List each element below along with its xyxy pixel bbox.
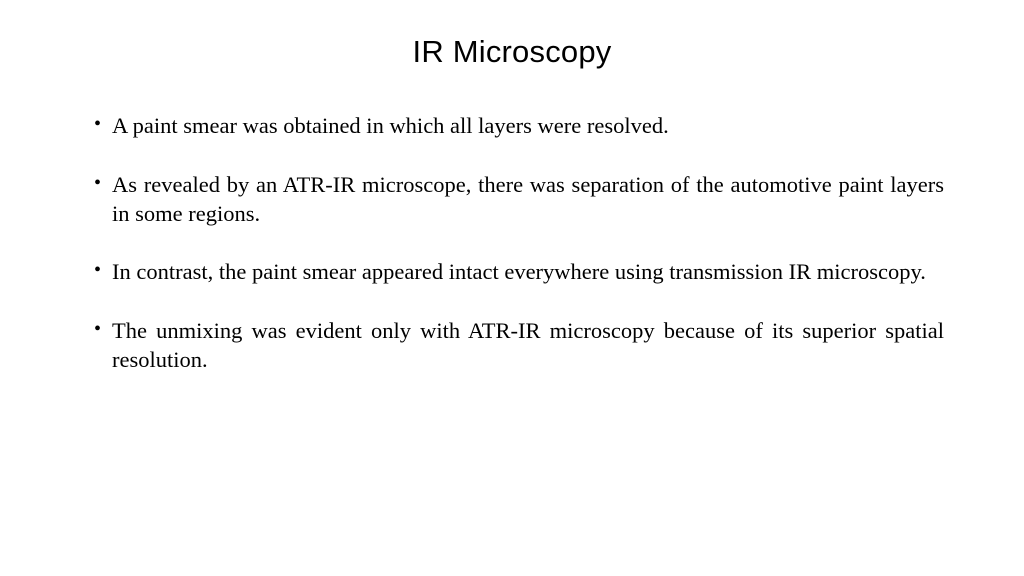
bullet-item: As revealed by an ATR-IR microscope, the… — [94, 171, 944, 229]
slide-title: IR Microscopy — [80, 34, 944, 70]
bullet-item: A paint smear was obtained in which all … — [94, 112, 944, 141]
bullet-item: In contrast, the paint smear appeared in… — [94, 258, 944, 287]
bullet-list: A paint smear was obtained in which all … — [80, 112, 944, 375]
slide-container: IR Microscopy A paint smear was obtained… — [0, 0, 1024, 576]
bullet-item: The unmixing was evident only with ATR-I… — [94, 317, 944, 375]
